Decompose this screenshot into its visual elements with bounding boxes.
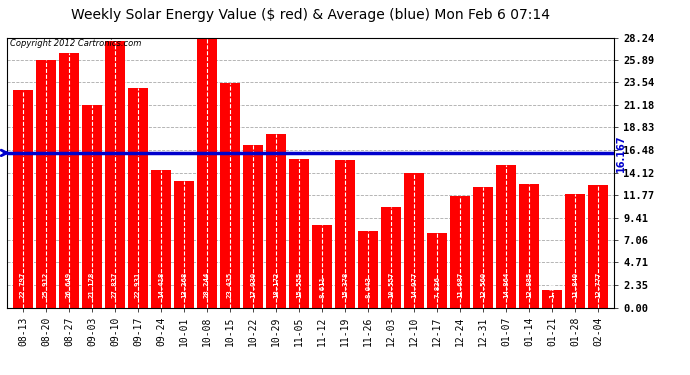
Text: 11.840: 11.840 <box>572 272 578 298</box>
Bar <box>381 207 402 308</box>
Bar <box>564 194 585 308</box>
Text: 14.077: 14.077 <box>411 272 417 298</box>
Bar <box>450 196 471 308</box>
Text: 28.244: 28.244 <box>204 272 210 298</box>
Text: 14.864: 14.864 <box>503 272 509 298</box>
Text: 22.797: 22.797 <box>20 272 26 298</box>
Text: 12.560: 12.560 <box>480 272 486 298</box>
Bar <box>219 84 240 308</box>
Bar <box>59 53 79 307</box>
Text: 18.172: 18.172 <box>273 272 279 298</box>
Text: 25.912: 25.912 <box>43 272 49 298</box>
Text: 22.931: 22.931 <box>135 272 141 298</box>
Text: 23.435: 23.435 <box>227 272 233 298</box>
Bar <box>174 181 195 308</box>
Bar <box>36 60 57 308</box>
Text: Copyright 2012 Cartronics.com: Copyright 2012 Cartronics.com <box>10 39 141 48</box>
Text: 26.649: 26.649 <box>66 272 72 298</box>
Text: 8.611: 8.611 <box>319 276 325 298</box>
Text: 14.418: 14.418 <box>158 272 164 298</box>
Bar <box>357 231 378 308</box>
Text: 17.030: 17.030 <box>250 272 256 298</box>
Text: 15.555: 15.555 <box>296 272 302 298</box>
Bar <box>150 170 171 308</box>
Text: 15.378: 15.378 <box>342 272 348 298</box>
Text: 12.885: 12.885 <box>526 272 532 298</box>
Text: 27.837: 27.837 <box>112 272 118 298</box>
Bar <box>473 188 493 308</box>
Bar <box>128 88 148 308</box>
Bar <box>519 184 540 308</box>
Text: 1.802: 1.802 <box>549 276 555 298</box>
Bar <box>266 134 286 308</box>
Text: Weekly Solar Energy Value ($ red) & Average (blue) Mon Feb 6 07:14: Weekly Solar Energy Value ($ red) & Aver… <box>71 8 550 21</box>
Text: 13.268: 13.268 <box>181 272 187 298</box>
Bar <box>81 105 102 308</box>
Bar <box>105 41 126 308</box>
Bar <box>588 185 609 308</box>
Bar <box>542 290 562 308</box>
Bar <box>335 160 355 308</box>
Text: 7.826: 7.826 <box>434 276 440 298</box>
Bar <box>312 225 333 308</box>
Bar <box>288 159 309 308</box>
Text: 12.777: 12.777 <box>595 272 601 298</box>
Text: 10.557: 10.557 <box>388 272 394 298</box>
Text: 8.043: 8.043 <box>365 276 371 298</box>
Text: 21.178: 21.178 <box>89 272 95 298</box>
Bar <box>426 232 447 308</box>
Bar <box>12 90 33 308</box>
Bar <box>495 165 516 308</box>
Bar <box>404 173 424 308</box>
Text: 11.687: 11.687 <box>457 272 463 298</box>
Text: 16.167: 16.167 <box>616 134 627 172</box>
Bar <box>197 38 217 308</box>
Bar <box>243 145 264 308</box>
